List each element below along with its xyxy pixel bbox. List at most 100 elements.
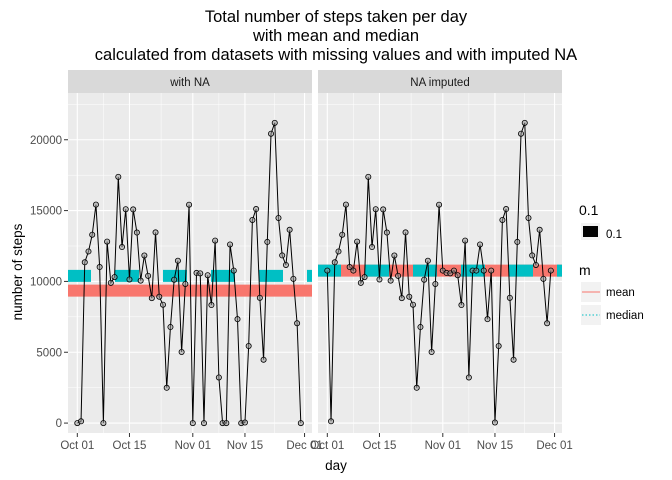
data-point bbox=[253, 206, 260, 213]
data-point bbox=[376, 276, 383, 283]
facet-strip bbox=[318, 70, 562, 93]
data-point bbox=[424, 257, 431, 264]
data-point bbox=[391, 252, 398, 259]
data-point bbox=[271, 119, 278, 126]
data-point bbox=[354, 238, 361, 245]
data-point bbox=[491, 419, 498, 426]
data-point bbox=[96, 264, 103, 271]
data-point bbox=[204, 272, 211, 279]
x-tick-label: Nov 01 bbox=[425, 440, 461, 452]
data-point bbox=[402, 229, 409, 236]
x-tick-label: Oct 15 bbox=[363, 440, 397, 452]
data-point bbox=[122, 206, 129, 213]
data-point bbox=[286, 226, 293, 233]
summary-lines bbox=[68, 269, 312, 297]
data-point bbox=[417, 324, 424, 331]
data-point bbox=[297, 420, 304, 427]
data-point bbox=[458, 302, 465, 309]
data-point bbox=[163, 384, 170, 391]
data-point bbox=[395, 272, 402, 279]
legend-median-label: median bbox=[606, 310, 644, 322]
data-point bbox=[268, 130, 275, 137]
data-point bbox=[503, 206, 510, 213]
data-point bbox=[167, 324, 174, 331]
data-point bbox=[212, 237, 219, 244]
data-point bbox=[380, 206, 387, 213]
legend-mean-label: mean bbox=[606, 287, 635, 299]
data-point bbox=[208, 302, 215, 309]
data-point bbox=[178, 348, 185, 355]
data-point bbox=[227, 241, 234, 248]
data-point bbox=[186, 201, 193, 208]
data-point bbox=[290, 275, 297, 282]
data-point bbox=[532, 261, 539, 268]
x-tick-label: Oct 01 bbox=[60, 440, 94, 452]
data-point bbox=[536, 226, 543, 233]
y-tick-label: 5000 bbox=[36, 347, 62, 359]
data-point bbox=[365, 173, 372, 180]
data-point bbox=[133, 229, 140, 236]
data-point bbox=[514, 238, 521, 245]
data-point bbox=[279, 252, 286, 259]
data-point bbox=[339, 231, 346, 238]
data-point bbox=[547, 267, 554, 274]
data-point bbox=[432, 280, 439, 287]
data-point bbox=[480, 267, 487, 274]
data-point bbox=[148, 295, 155, 302]
data-point bbox=[406, 293, 413, 300]
data-point bbox=[473, 267, 480, 274]
data-point bbox=[462, 237, 469, 244]
y-tick-label: 20000 bbox=[30, 135, 62, 147]
data-point bbox=[488, 267, 495, 274]
data-point bbox=[282, 261, 289, 268]
data-point bbox=[518, 130, 525, 137]
data-point bbox=[137, 277, 144, 284]
legend-size-key-swatch bbox=[583, 226, 598, 237]
data-point bbox=[383, 229, 390, 236]
legend-size-title: 0.1 bbox=[579, 202, 599, 218]
data-point bbox=[107, 279, 114, 286]
x-tick-label: Oct 15 bbox=[113, 440, 147, 452]
data-point bbox=[104, 238, 111, 245]
data-point bbox=[130, 206, 137, 213]
data-point bbox=[230, 267, 237, 274]
data-point bbox=[200, 420, 207, 427]
data-point bbox=[324, 267, 331, 274]
data-point bbox=[111, 274, 118, 281]
data-point bbox=[156, 293, 163, 300]
panel-with-na: with NA Oct 01 Oct 15 Nov 01 Nov 15 Dec 01 bbox=[60, 70, 323, 452]
data-point bbox=[182, 280, 189, 287]
data-point bbox=[171, 276, 178, 283]
title-line-2: with mean and median bbox=[252, 27, 419, 45]
data-point bbox=[89, 231, 96, 238]
facet-strip bbox=[68, 70, 312, 93]
data-point bbox=[92, 201, 99, 208]
facet-strip-label: with NA bbox=[169, 77, 210, 89]
data-point bbox=[454, 272, 461, 279]
data-point bbox=[346, 264, 353, 271]
data-point bbox=[119, 244, 126, 251]
data-point bbox=[398, 295, 405, 302]
data-point bbox=[477, 241, 484, 248]
data-point bbox=[436, 201, 443, 208]
data-point bbox=[115, 173, 122, 180]
data-point bbox=[249, 216, 256, 223]
x-axis-title: day bbox=[325, 458, 347, 473]
data-point bbox=[159, 301, 166, 308]
x-tick-label: Nov 15 bbox=[477, 440, 513, 452]
data-point bbox=[495, 343, 502, 350]
x-tick-label: Nov 15 bbox=[227, 440, 263, 452]
data-point bbox=[294, 320, 301, 327]
data-point bbox=[141, 252, 148, 259]
data-point bbox=[275, 214, 282, 221]
data-point bbox=[85, 248, 92, 255]
data-point bbox=[510, 356, 517, 363]
data-point bbox=[521, 119, 528, 126]
legend-color-title: m bbox=[579, 262, 591, 278]
data-point bbox=[369, 244, 376, 251]
title-line-1: Total number of steps taken per day bbox=[205, 8, 468, 26]
data-point bbox=[174, 257, 181, 264]
y-tick-label: 10000 bbox=[30, 276, 62, 288]
data-point bbox=[78, 418, 85, 425]
